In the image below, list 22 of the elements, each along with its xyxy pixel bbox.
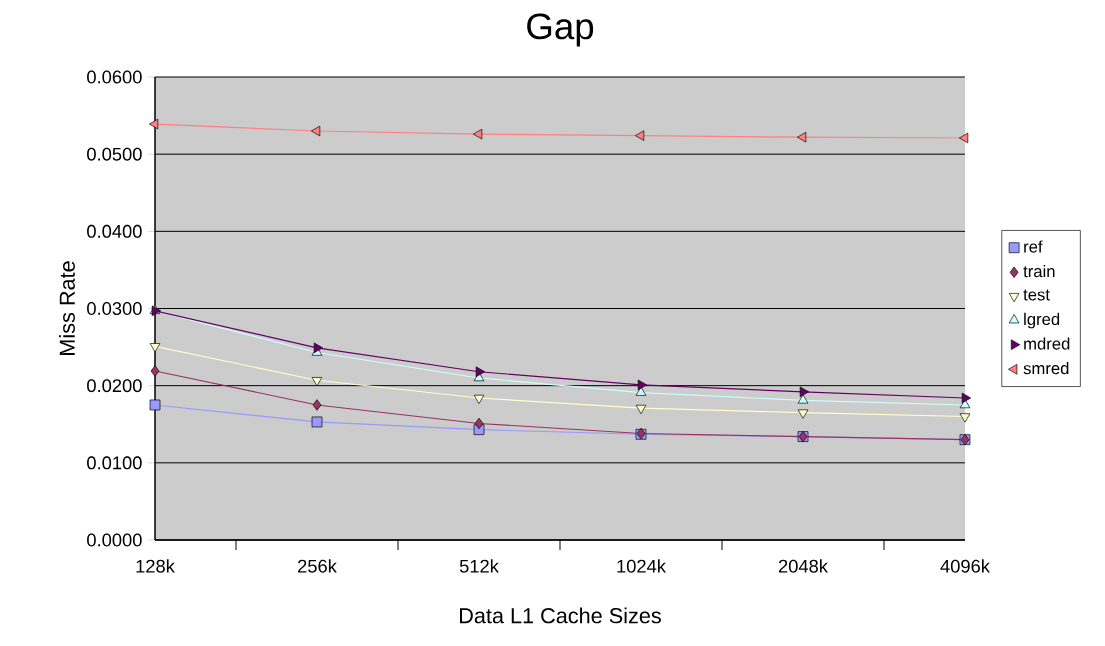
legend-label: mdred: [1024, 337, 1070, 350]
x-tick-label: 128k: [136, 559, 175, 573]
y-tick-label: 0.0500: [87, 147, 142, 161]
y-tick-label: 0.0200: [87, 379, 142, 393]
y-tick-label: 0.0400: [87, 224, 142, 238]
legend-label: lgred: [1024, 312, 1060, 329]
y-tick-label: 0.0100: [87, 456, 142, 470]
legend-label: ref: [1024, 240, 1043, 253]
legend-label: train: [1023, 265, 1055, 278]
legend-label: smred: [1023, 362, 1069, 375]
y-tick-label: 0.0600: [87, 70, 142, 84]
x-tick-label: 4096k: [940, 559, 990, 573]
x-tick-label: 256k: [298, 559, 337, 573]
x-tick-label: 1024k: [617, 559, 666, 573]
chart-title: Gap: [527, 13, 594, 47]
y-tick-label: 0.0300: [87, 302, 142, 315]
y-tick-label: 0.0000: [87, 533, 142, 547]
x-axis-title: Data L1 Cache Sizes: [460, 607, 661, 624]
x-tick-label: 512k: [459, 559, 499, 573]
y-axis-title: Miss Rate: [59, 261, 75, 355]
x-tick-label: 2048k: [778, 559, 828, 573]
legend-label: test: [1023, 289, 1050, 301]
